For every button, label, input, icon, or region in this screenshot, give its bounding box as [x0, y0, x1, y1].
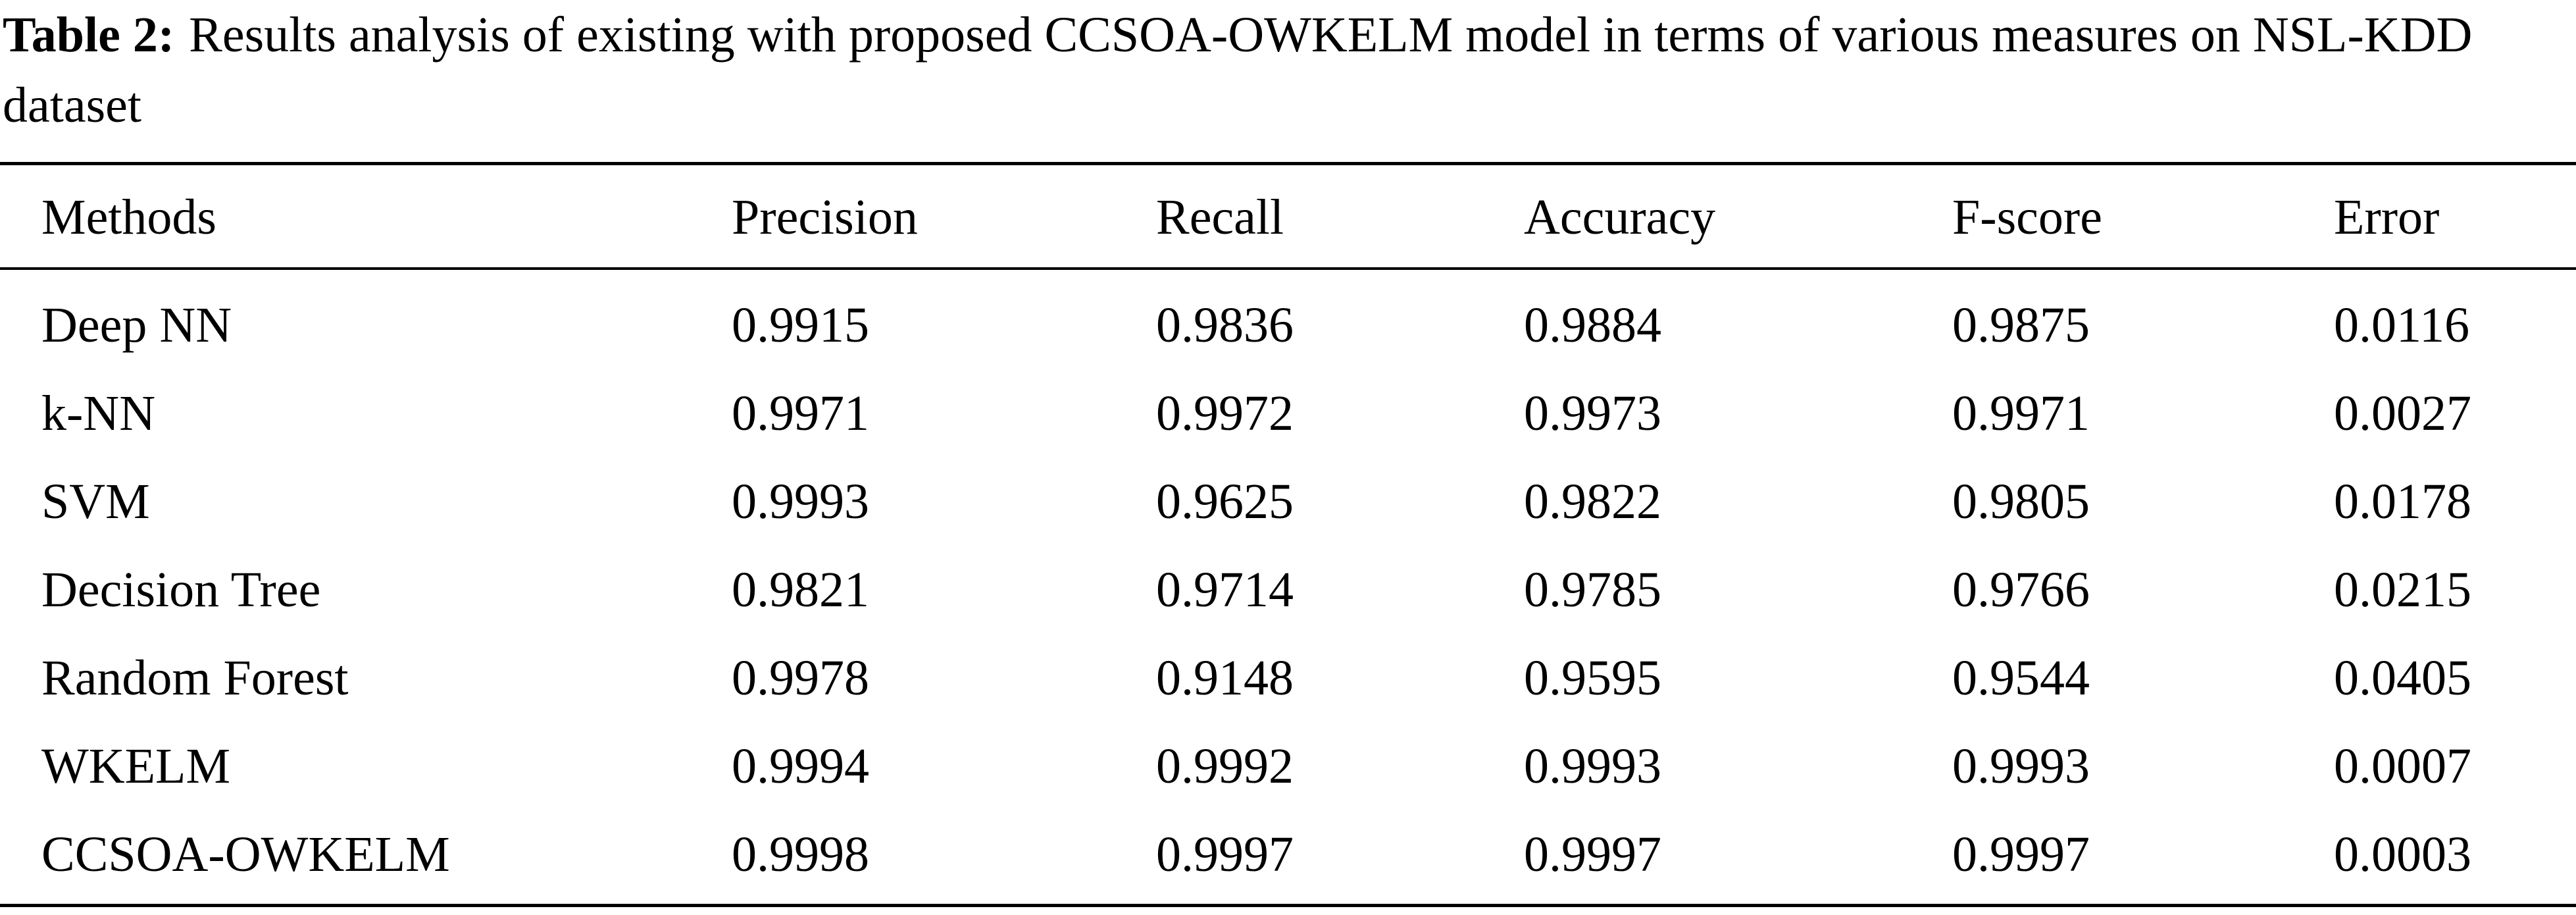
cell-accuracy: 0.9595: [1524, 650, 1661, 706]
cell-precision: 0.9971: [732, 386, 869, 441]
cell-precision: 0.9994: [732, 739, 869, 794]
cell-f-score: 0.9993: [1952, 739, 2090, 794]
cell-accuracy: 0.9785: [1524, 562, 1661, 617]
cell-method: CCSOA-OWKELM: [41, 827, 450, 882]
cell-f-score: 0.9997: [1952, 827, 2090, 882]
table-header-rule: [0, 267, 2576, 270]
cell-f-score: 0.9544: [1952, 650, 2090, 706]
table-bottom-rule: [0, 904, 2576, 907]
header-f-score: F-score: [1952, 190, 2102, 245]
table-caption-label: Table 2:: [3, 7, 175, 63]
cell-precision: 0.9998: [732, 827, 869, 882]
cell-method: WKELM: [41, 739, 231, 794]
cell-accuracy: 0.9997: [1524, 827, 1661, 882]
cell-method: Decision Tree: [41, 562, 321, 617]
cell-error: 0.0007: [2334, 739, 2471, 794]
cell-error: 0.0003: [2334, 827, 2471, 882]
cell-method: SVM: [41, 474, 150, 529]
cell-precision: 0.9993: [732, 474, 869, 529]
cell-precision: 0.9821: [732, 562, 869, 617]
cell-f-score: 0.9875: [1952, 298, 2090, 353]
header-methods: Methods: [41, 190, 216, 245]
cell-precision: 0.9978: [732, 650, 869, 706]
header-precision: Precision: [732, 190, 918, 245]
cell-error: 0.0116: [2334, 298, 2470, 353]
cell-method: Deep NN: [41, 298, 232, 353]
cell-recall: 0.9836: [1156, 298, 1294, 353]
cell-recall: 0.9148: [1156, 650, 1294, 706]
cell-error: 0.0178: [2334, 474, 2471, 529]
cell-method: k-NN: [41, 386, 156, 441]
table-caption: Table 2: Results analysis of existing wit…: [3, 0, 2572, 141]
cell-method: Random Forest: [41, 650, 349, 706]
cell-recall: 0.9972: [1156, 386, 1294, 441]
header-accuracy: Accuracy: [1524, 190, 1716, 245]
cell-error: 0.0215: [2334, 562, 2471, 617]
cell-accuracy: 0.9884: [1524, 298, 1661, 353]
cell-recall: 0.9992: [1156, 739, 1294, 794]
cell-recall: 0.9625: [1156, 474, 1294, 529]
table-caption-text: Results analysis of existing with propos…: [3, 7, 2473, 133]
cell-error: 0.0405: [2334, 650, 2471, 706]
header-recall: Recall: [1156, 190, 1284, 245]
cell-precision: 0.9915: [732, 298, 869, 353]
cell-recall: 0.9997: [1156, 827, 1294, 882]
cell-f-score: 0.9971: [1952, 386, 2090, 441]
cell-f-score: 0.9766: [1952, 562, 2090, 617]
cell-accuracy: 0.9822: [1524, 474, 1661, 529]
cell-error: 0.0027: [2334, 386, 2471, 441]
cell-accuracy: 0.9973: [1524, 386, 1661, 441]
cell-recall: 0.9714: [1156, 562, 1294, 617]
cell-f-score: 0.9805: [1952, 474, 2090, 529]
table-top-rule: [0, 162, 2576, 165]
header-error: Error: [2334, 190, 2440, 245]
cell-accuracy: 0.9993: [1524, 739, 1661, 794]
